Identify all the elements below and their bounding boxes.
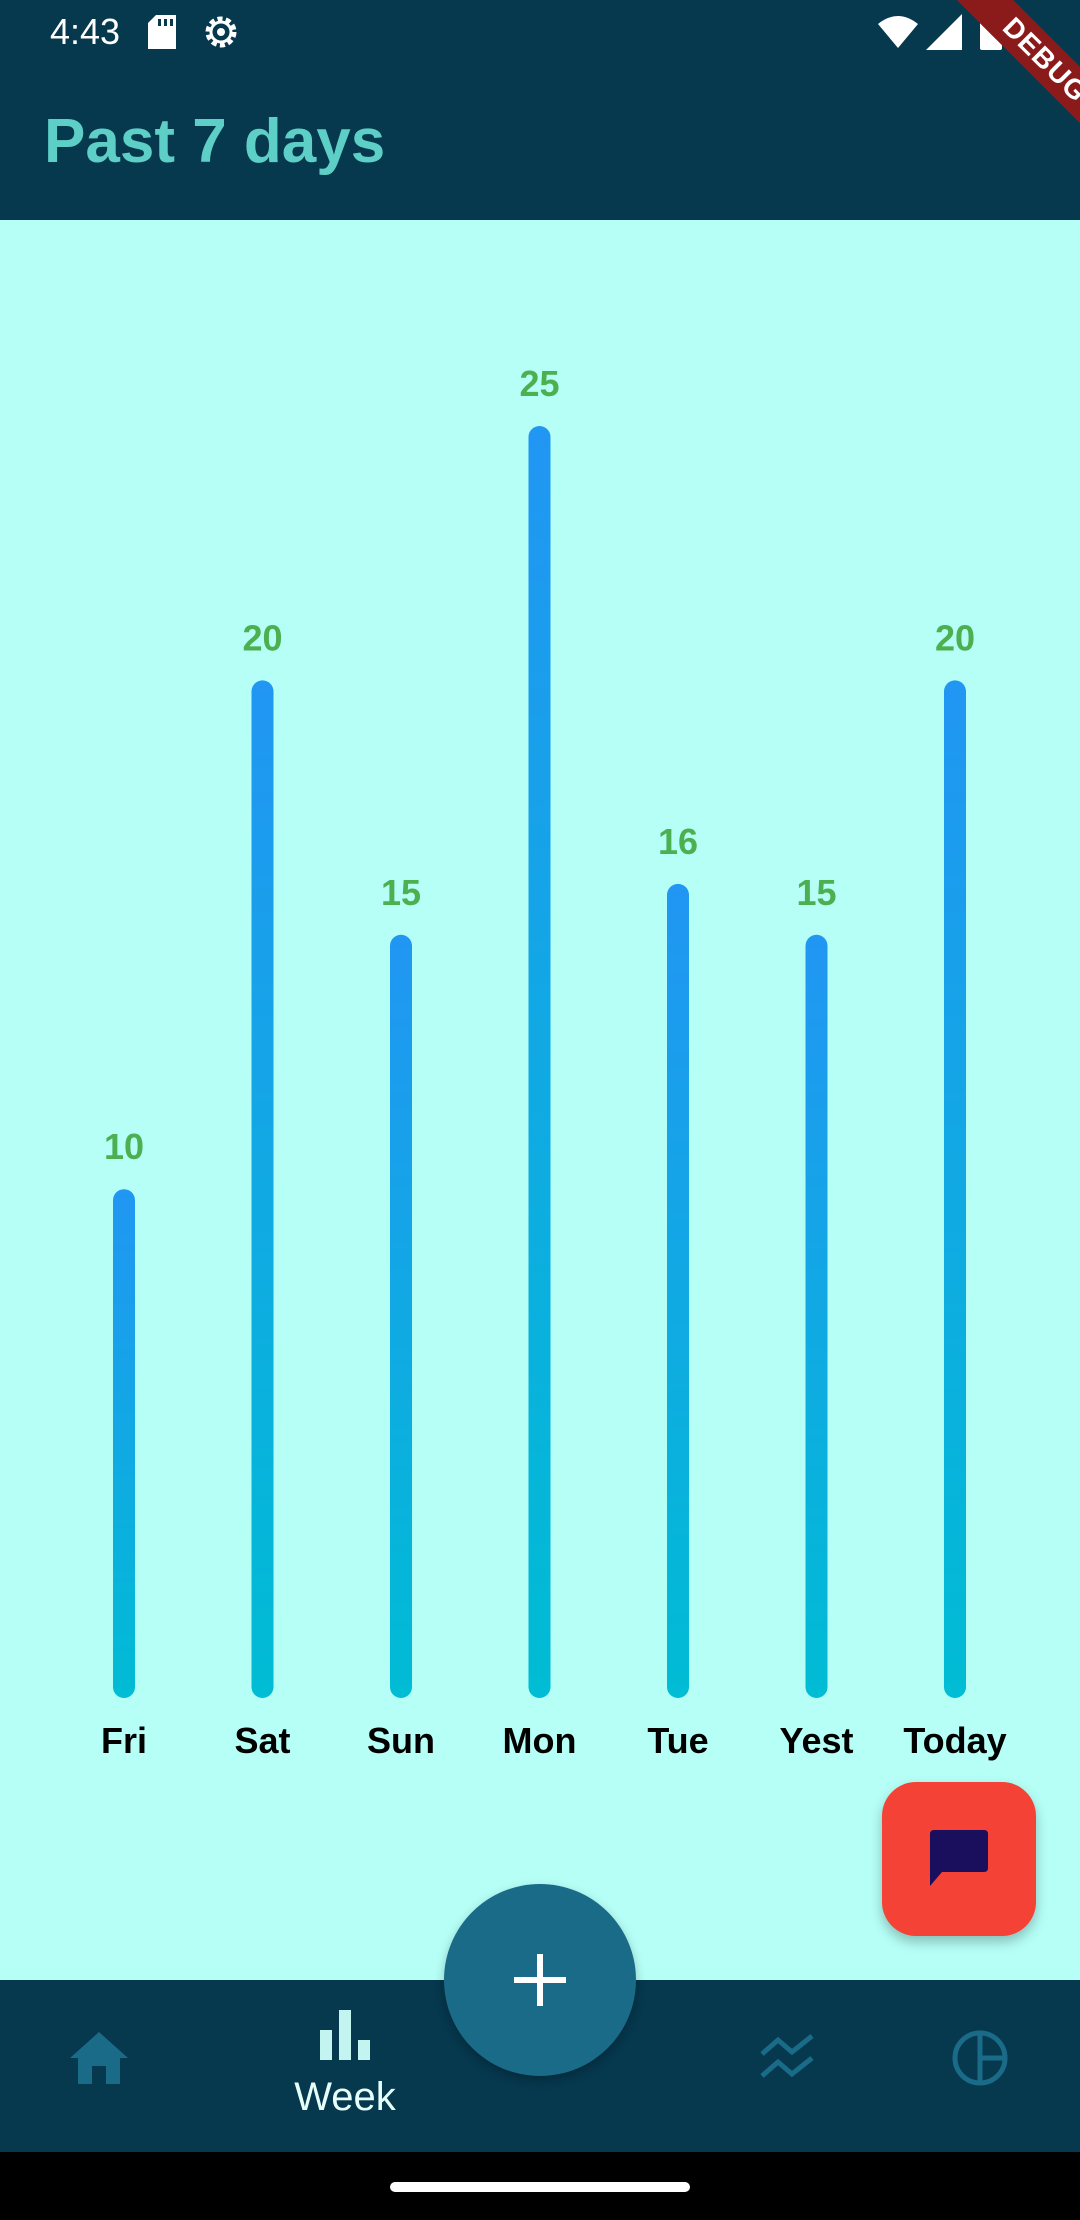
value-label-tue: 16	[658, 821, 698, 862]
gesture-bar	[0, 2152, 1080, 2220]
status-time: 4:43	[50, 11, 121, 52]
signal-icon	[926, 14, 962, 55]
plus-icon	[514, 1954, 566, 2006]
category-label-fri: Fri	[101, 1720, 147, 1761]
chat-bubble-icon	[930, 1830, 988, 1886]
value-label-today: 20	[935, 617, 975, 658]
bar-chart-icon	[320, 2010, 370, 2060]
nav-stats[interactable]	[932, 1980, 1032, 2152]
category-label-mon: Mon	[503, 1720, 577, 1761]
value-label-mon: 25	[519, 363, 559, 404]
category-label-yest: Yest	[779, 1720, 853, 1761]
settings-icon	[202, 13, 240, 56]
home-gesture-pill[interactable]	[390, 2182, 690, 2192]
bar-sat	[251, 680, 274, 1698]
category-label-today: Today	[903, 1720, 1006, 1761]
battery-icon	[980, 12, 1002, 55]
wifi-icon	[878, 16, 918, 53]
category-label-tue: Tue	[647, 1720, 708, 1761]
trends-icon	[760, 2034, 814, 2078]
add-button[interactable]	[444, 1884, 636, 2076]
chart-area: 10 Fri 20 Sat 15 Sun 25 Mon 16 Tue 15 Yest 20 Today	[0, 220, 1080, 1980]
bar-sun	[390, 934, 412, 1698]
nav-week[interactable]: Week	[270, 1980, 420, 2152]
pie-chart-icon	[952, 2030, 1008, 2086]
chat-button[interactable]	[882, 1782, 1036, 1936]
bar-today	[944, 680, 966, 1698]
status-bar: 4:43	[0, 0, 1080, 64]
bar-tue	[667, 883, 689, 1698]
page-title: Past 7 days	[44, 107, 386, 176]
bar-chart: 10 Fri 20 Sat 15 Sun 25 Mon 16 Tue 15 Yest 20 Today	[101, 363, 1007, 1761]
nav-week-label: Week	[294, 2075, 396, 2119]
bar-fri	[113, 1189, 135, 1698]
app-bar: Past 7 days	[0, 64, 1080, 220]
nav-trends[interactable]	[740, 1980, 840, 2152]
value-label-yest: 15	[796, 872, 836, 913]
category-label-sat: Sat	[234, 1720, 290, 1761]
nav-home[interactable]	[50, 1980, 150, 2152]
bar-yest	[805, 934, 828, 1698]
bar-mon	[528, 426, 551, 1698]
category-label-sun: Sun	[367, 1720, 435, 1761]
sd-card-icon	[148, 15, 176, 54]
value-label-sat: 20	[242, 617, 282, 658]
value-label-fri: 10	[104, 1126, 144, 1167]
value-label-sun: 15	[381, 872, 421, 913]
home-icon	[70, 2032, 128, 2084]
